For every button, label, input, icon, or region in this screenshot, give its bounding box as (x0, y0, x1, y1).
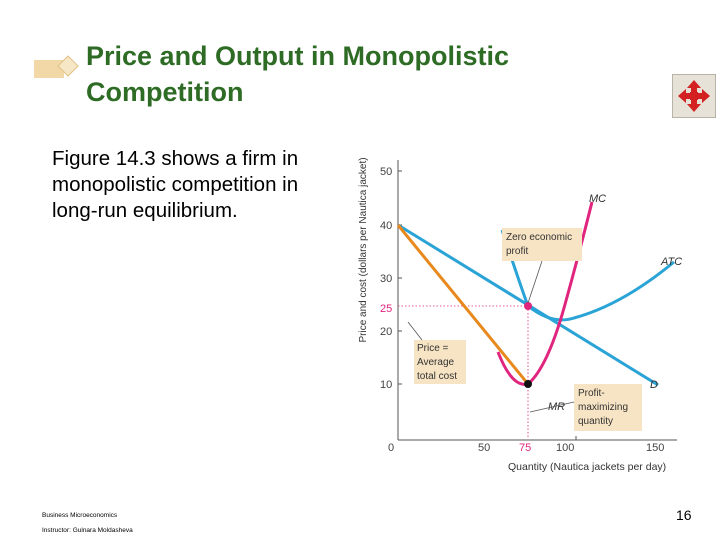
y-axis-label: Price and cost (dollars per Nautica jack… (358, 157, 369, 342)
y-tick-label-25: 25 (380, 303, 392, 315)
y-tick-label: 10 (380, 379, 392, 391)
navigation-button[interactable] (672, 74, 716, 118)
atc-label: ATC (660, 256, 682, 268)
mr-label: MR (548, 401, 565, 413)
atc-curve (500, 229, 675, 322)
zero-profit-point (524, 302, 532, 310)
title-line-2: Competition (86, 77, 244, 107)
zero-profit-callout-text: Zero economic (506, 232, 572, 243)
monopolistic-competition-figure: Price and cost (dollars per Nautica jack… (358, 157, 682, 473)
zero-profit-leader (527, 260, 543, 304)
x-tick-label-75: 75 (519, 442, 531, 454)
x-tick-label: 50 (478, 442, 490, 454)
mr-equals-mc-point (524, 380, 532, 388)
price-callout-text: total cost (417, 371, 457, 382)
price-leader (407, 321, 423, 341)
zero-profit-callout-text: profit (506, 246, 528, 257)
marginal-revenue-curve (396, 224, 530, 385)
quantity-leader (529, 401, 575, 413)
price-callout (414, 340, 466, 384)
four-way-arrows-icon (678, 80, 710, 112)
price-callout-text: Average (417, 357, 455, 368)
page-title: Price and Output in Monopolistic Competi… (86, 38, 646, 110)
title-line-1: Price and Output in Monopolistic (86, 41, 509, 71)
quantity-callout-text: Profit- (578, 388, 605, 399)
body-text: Figure 14.3 shows a firm in monopolistic… (52, 147, 299, 222)
page-number: 16 (676, 507, 692, 523)
y-tick-label: 30 (380, 273, 392, 285)
y-tick-label: 40 (380, 220, 392, 232)
mc-label: MC (589, 193, 606, 205)
footer-course: Business Microeconomics (42, 512, 118, 519)
quantity-callout (574, 384, 642, 431)
price-callout-text: Price = (417, 343, 449, 354)
y-tick-label: 50 (380, 166, 392, 178)
quantity-callout-text: quantity (578, 416, 613, 427)
quantity-callout-text: maximizing (578, 402, 628, 413)
zero-profit-callout (502, 228, 582, 261)
x-axis-label: Quantity (Nautica jackets per day) (508, 461, 666, 473)
demand-label: D (650, 379, 658, 391)
diamond-bullet-icon (34, 55, 79, 78)
x-tick-label: 100 (556, 442, 574, 454)
x-tick-label: 150 (646, 442, 664, 454)
x-tick-label: 0 (388, 442, 394, 454)
y-tick-label: 20 (380, 326, 392, 338)
footer-instructor: Instructor: Gulnara Moldasheva (42, 527, 133, 534)
